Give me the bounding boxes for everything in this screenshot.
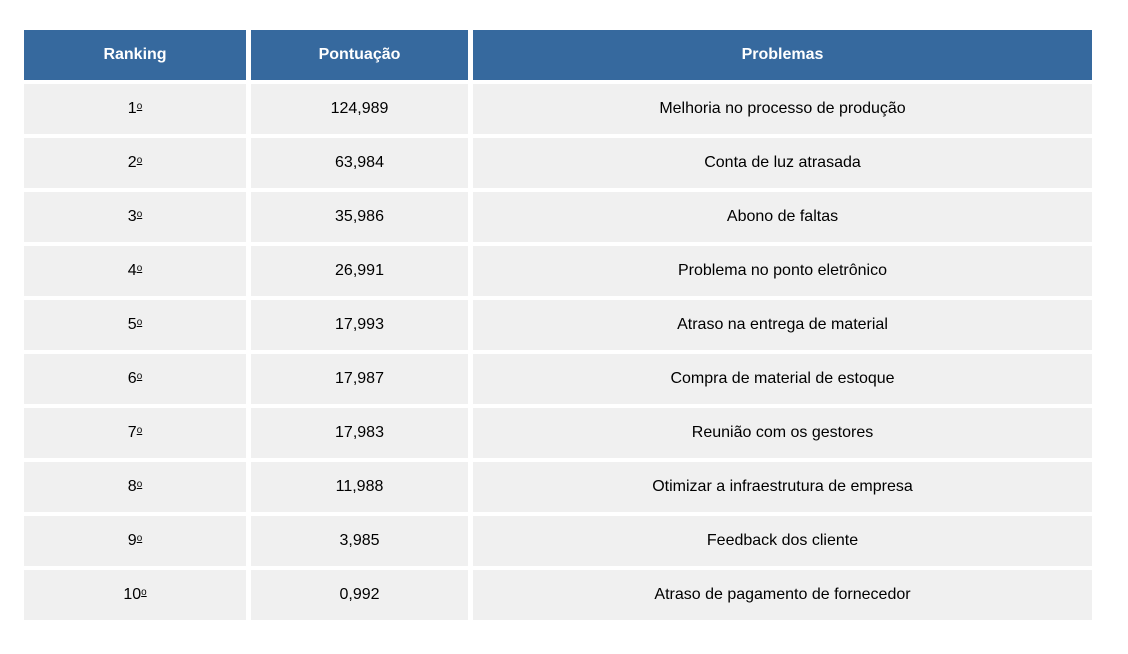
rank-cell: 9o [24, 516, 246, 566]
rank-cell: 2o [24, 138, 246, 188]
score-cell: 11,988 [251, 462, 468, 512]
rank-cell: 4o [24, 246, 246, 296]
column-header-pontuacao: Pontuação [251, 30, 468, 80]
problem-cell: Conta de luz atrasada [473, 138, 1092, 188]
problem-cell: Otimizar a infraestrutura de empresa [473, 462, 1092, 512]
table-row: 6o 17,987 Compra de material de estoque [24, 354, 1092, 404]
table-row: 9o 3,985 Feedback dos cliente [24, 516, 1092, 566]
table-row: 5o 17,993 Atraso na entrega de material [24, 300, 1092, 350]
table-row: 2o 63,984 Conta de luz atrasada [24, 138, 1092, 188]
problem-cell: Compra de material de estoque [473, 354, 1092, 404]
problem-cell: Melhoria no processo de produção [473, 84, 1092, 134]
rank-cell: 5o [24, 300, 246, 350]
score-cell: 35,986 [251, 192, 468, 242]
column-header-ranking: Ranking [24, 30, 246, 80]
score-cell: 17,993 [251, 300, 468, 350]
rank-cell: 7o [24, 408, 246, 458]
table-row: 1o 124,989 Melhoria no processo de produ… [24, 84, 1092, 134]
rank-cell: 1o [24, 84, 246, 134]
problem-cell: Reunião com os gestores [473, 408, 1092, 458]
score-cell: 26,991 [251, 246, 468, 296]
problem-cell: Atraso na entrega de material [473, 300, 1092, 350]
problem-cell: Feedback dos cliente [473, 516, 1092, 566]
table-row: 8o 11,988 Otimizar a infraestrutura de e… [24, 462, 1092, 512]
score-cell: 63,984 [251, 138, 468, 188]
score-cell: 0,992 [251, 570, 468, 620]
problem-cell: Problema no ponto eletrônico [473, 246, 1092, 296]
rank-cell: 6o [24, 354, 246, 404]
table-row: 10o 0,992 Atraso de pagamento de fornece… [24, 570, 1092, 620]
score-cell: 124,989 [251, 84, 468, 134]
rank-cell: 10o [24, 570, 246, 620]
rank-cell: 8o [24, 462, 246, 512]
problem-cell: Atraso de pagamento de fornecedor [473, 570, 1092, 620]
table-header: Ranking Pontuação Problemas [24, 30, 1092, 80]
score-cell: 3,985 [251, 516, 468, 566]
table-row: 4o 26,991 Problema no ponto eletrônico [24, 246, 1092, 296]
table-body: 1o 124,989 Melhoria no processo de produ… [24, 84, 1092, 620]
ranking-table: Ranking Pontuação Problemas 1o 124,989 M… [19, 26, 1097, 624]
problem-cell: Abono de faltas [473, 192, 1092, 242]
header-row: Ranking Pontuação Problemas [24, 30, 1092, 80]
table-row: 3o 35,986 Abono de faltas [24, 192, 1092, 242]
table-row: 7o 17,983 Reunião com os gestores [24, 408, 1092, 458]
column-header-problemas: Problemas [473, 30, 1092, 80]
score-cell: 17,987 [251, 354, 468, 404]
rank-cell: 3o [24, 192, 246, 242]
score-cell: 17,983 [251, 408, 468, 458]
